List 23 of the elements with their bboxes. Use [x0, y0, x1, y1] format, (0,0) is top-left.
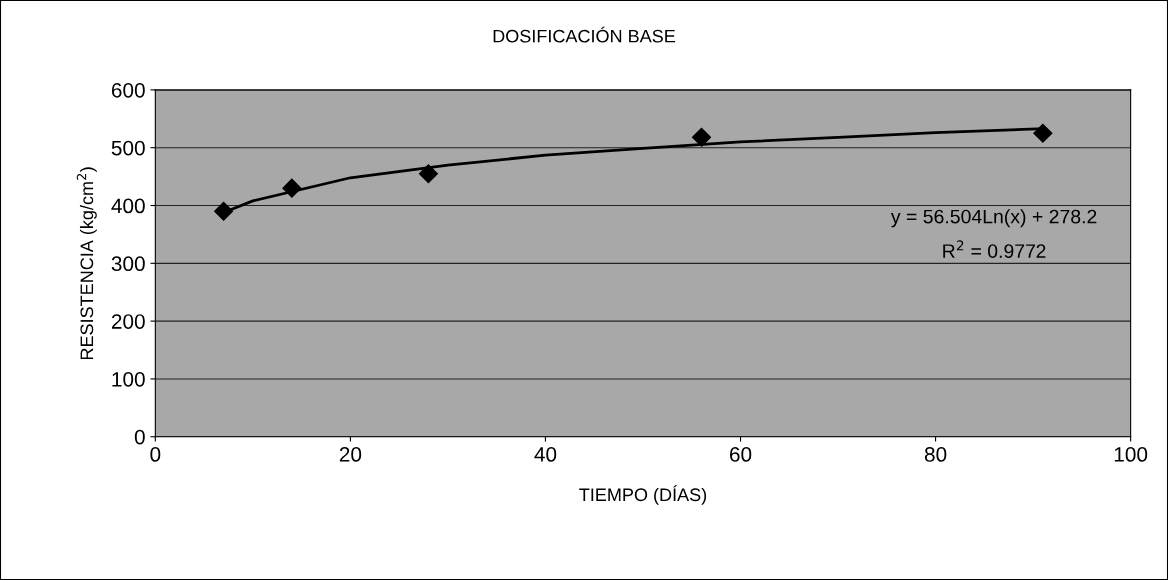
point [418, 164, 438, 184]
y-axis-title: RESISTENCIA (kg/cm$^{2}$) [76, 167, 97, 360]
y-tick-label: 0 [134, 429, 145, 445]
x-tick-label: 100 [1114, 447, 1148, 462]
y-tick-label: 200 [111, 314, 145, 329]
annotation: R$^{2}$ = 0.9772 [943, 240, 1046, 258]
y-tick-label: 600 [111, 82, 145, 98]
x-axis-title: TIEMPO (DÍAS) [579, 485, 707, 505]
x-tick-label: 80 [924, 447, 947, 462]
x-tick-label: 40 [534, 447, 557, 462]
chart-title: DOSIFICACIÓN BASE [493, 26, 676, 43]
y-tick-label: 100 [112, 371, 145, 387]
x-tick-label: 0 [150, 447, 161, 462]
y-tick-label: 300 [111, 256, 145, 272]
x-tick-label: 20 [339, 447, 362, 462]
y-tick-label: 400 [111, 198, 145, 214]
point [691, 127, 712, 147]
annotation: y = 56.504Ln(x) + 278.2 [890, 209, 1097, 228]
point [1033, 123, 1053, 143]
y-tick-label: 500 [111, 140, 145, 156]
point [282, 178, 302, 198]
x-tick-label: 60 [729, 447, 752, 462]
point [214, 201, 234, 221]
